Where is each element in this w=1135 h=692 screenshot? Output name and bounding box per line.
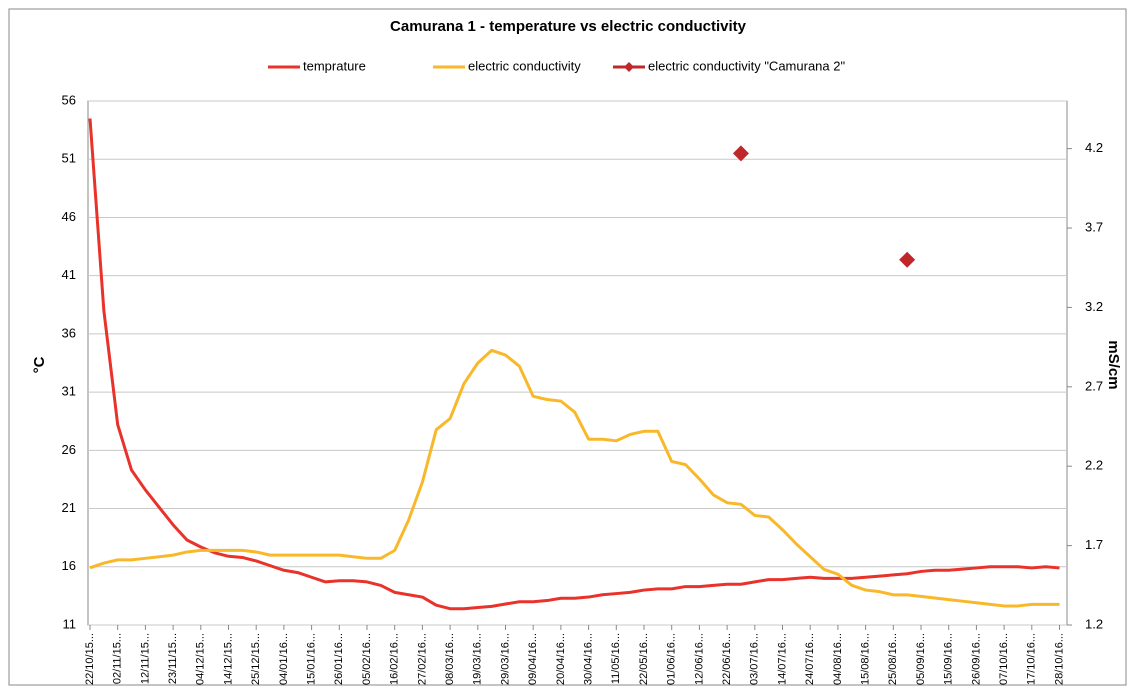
series-line xyxy=(88,118,1060,611)
y-tick-label: 21 xyxy=(62,500,76,515)
x-tick-label: 20/04/16... xyxy=(555,633,567,685)
x-tick-label: 28/10/16... xyxy=(1053,633,1065,685)
x-tick-label: 29/03/16... xyxy=(499,633,511,685)
series-line xyxy=(89,348,1060,608)
x-tick-label: 25/12/15... xyxy=(250,633,262,685)
x-tick-label: 26/01/16... xyxy=(333,633,345,685)
x-tick-label: 04/08/16... xyxy=(832,633,844,685)
chart-title: Camurana 1 - temperature vs electric con… xyxy=(390,18,747,35)
x-tick-label: 11/05/16... xyxy=(610,633,622,684)
y-tick-label: 16 xyxy=(62,558,76,573)
x-tick-label: 04/01/16... xyxy=(278,633,290,685)
x-tick-label: 14/12/15... xyxy=(222,633,234,685)
x-tick-label: 25/08/16... xyxy=(887,633,899,685)
y-tick-label: 46 xyxy=(62,209,76,224)
y-tick-label: 51 xyxy=(62,151,76,166)
y-axis-label: °C xyxy=(31,356,48,373)
y-tick-label: 31 xyxy=(62,384,76,399)
chart-frame xyxy=(8,8,1127,686)
x-tick-label: 22/05/16... xyxy=(638,633,650,685)
x-tick-label: 26/09/16... xyxy=(970,633,982,685)
legend-label: electric conductivity "Camurana 2" xyxy=(648,58,845,73)
x-tick-label: 22/06/16... xyxy=(721,633,733,685)
y2-tick-label: 2.7 xyxy=(1085,378,1103,393)
data-point xyxy=(732,145,749,162)
x-tick-label: 15/09/16... xyxy=(943,633,955,685)
y-tick-label: 41 xyxy=(62,267,76,282)
x-tick-label: 02/11/15... xyxy=(112,633,124,684)
y-tick-label: 26 xyxy=(62,442,76,457)
x-tick-label: 27/02/16... xyxy=(416,633,428,685)
x-tick-label: 05/09/16... xyxy=(915,633,927,685)
x-tick-label: 01/06/16... xyxy=(666,633,678,685)
x-tick-label: 04/12/15... xyxy=(195,633,207,685)
y2-tick-label: 1.2 xyxy=(1085,616,1103,631)
x-tick-label: 08/03/16... xyxy=(444,633,456,685)
x-tick-label: 05/02/16... xyxy=(361,633,373,685)
y2-tick-label: 4.2 xyxy=(1085,140,1103,155)
x-tick-label: 12/11/15... xyxy=(139,633,151,684)
x-tick-label: 19/03/16... xyxy=(472,633,484,685)
x-tick-label: 12/06/16... xyxy=(693,633,705,685)
x-tick-label: 03/07/16... xyxy=(749,633,761,685)
x-tick-label: 30/04/16... xyxy=(583,633,595,685)
legend-label: electric conductivity xyxy=(468,58,581,73)
y-tick-label: 56 xyxy=(62,92,76,107)
y2-tick-label: 1.7 xyxy=(1085,537,1103,552)
x-tick-label: 14/07/16... xyxy=(776,633,788,685)
data-point xyxy=(899,251,916,268)
y2-tick-label: 2.2 xyxy=(1085,458,1103,473)
x-tick-label: 16/02/16... xyxy=(389,633,401,685)
x-tick-label: 09/04/16... xyxy=(527,633,539,685)
x-tick-label: 24/07/16... xyxy=(804,633,816,685)
y2-tick-label: 3.7 xyxy=(1085,219,1103,234)
y-tick-label: 11 xyxy=(63,616,77,631)
legend-marker xyxy=(624,62,634,72)
y-tick-label: 36 xyxy=(62,325,76,340)
x-tick-label: 07/10/16... xyxy=(998,633,1010,685)
x-tick-label: 15/01/16... xyxy=(306,633,318,685)
y2-tick-label: 3.2 xyxy=(1085,299,1103,314)
y2-axis-label: mS/cm xyxy=(1105,340,1122,389)
x-tick-label: 15/08/16... xyxy=(860,633,872,685)
legend-label: temprature xyxy=(303,58,366,73)
x-tick-label: 17/10/16... xyxy=(1026,633,1038,685)
x-tick-label: 22/10/15... xyxy=(84,633,96,685)
x-tick-label: 23/11/15... xyxy=(167,633,179,684)
